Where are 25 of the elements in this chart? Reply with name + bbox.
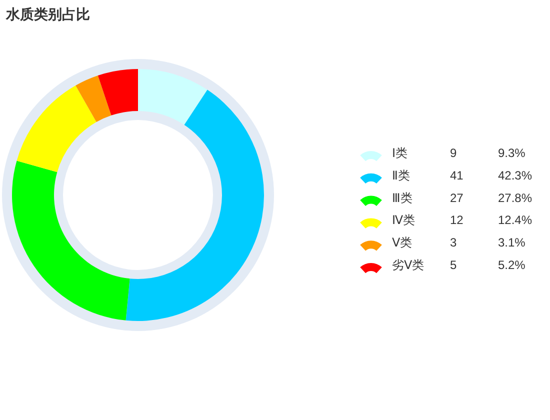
legend-label: Ⅲ类 [392,190,412,205]
legend-label: Ⅳ类 [392,213,416,228]
donut-slice [126,90,264,321]
chart-title: 水质类别占比 [5,6,90,22]
data-label: 5 [450,258,457,272]
data-label: 3 [450,236,457,250]
data-label: 27 [450,190,464,205]
donut-slice [98,69,138,116]
text: 5.2% [498,258,526,272]
legend-label: Ⅱ类 [392,168,410,182]
legend-label: 劣Ⅴ类 [392,258,424,272]
data-label: 9 [450,146,457,160]
legend-label: Ⅰ类 [392,146,408,160]
legend-label: Ⅴ类 [392,236,412,250]
text: 9.3% [498,146,526,160]
text: 27.8% [498,190,532,205]
donut-slice [16,86,96,172]
text: 12.4% [498,213,532,228]
data-label: 41 [450,168,464,182]
donut-slice [138,69,208,125]
text: 3.1% [498,236,526,250]
text: 42.3% [498,168,532,182]
data-label: 12 [450,213,464,228]
donut-slice [76,76,112,122]
donut-slice [12,160,130,320]
